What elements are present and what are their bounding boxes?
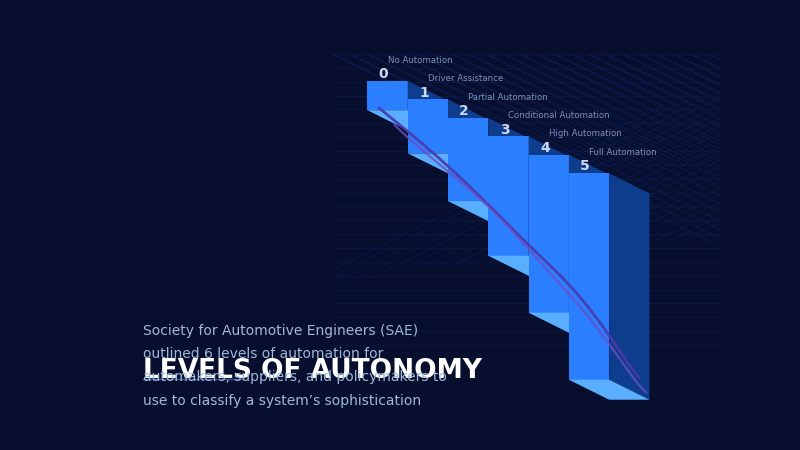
Text: High Automation: High Automation [549, 130, 622, 139]
Polygon shape [609, 173, 650, 400]
Text: Partial Automation: Partial Automation [468, 93, 548, 102]
Polygon shape [448, 201, 529, 221]
Text: Driver Assistance: Driver Assistance [428, 74, 503, 83]
Text: Conditional Automation: Conditional Automation [509, 111, 610, 120]
Text: LEVELS OF AUTONOMY: LEVELS OF AUTONOMY [142, 358, 482, 384]
Text: 1: 1 [419, 86, 429, 99]
Polygon shape [529, 155, 569, 313]
Text: 4: 4 [540, 141, 550, 155]
Polygon shape [529, 136, 569, 276]
Text: Full Automation: Full Automation [589, 148, 657, 157]
Polygon shape [488, 136, 529, 256]
Polygon shape [488, 256, 569, 276]
Polygon shape [367, 110, 448, 130]
Polygon shape [367, 81, 408, 110]
Text: Society for Automotive Engineers (SAE)
outlined 6 levels of automation for
autom: Society for Automotive Engineers (SAE) o… [142, 324, 446, 408]
Polygon shape [448, 99, 488, 173]
Text: 0: 0 [379, 67, 389, 81]
Polygon shape [488, 118, 529, 221]
Text: 5: 5 [580, 159, 590, 174]
Polygon shape [408, 81, 448, 130]
Polygon shape [569, 380, 650, 400]
Polygon shape [408, 99, 448, 153]
Text: No Automation: No Automation [387, 55, 452, 64]
Polygon shape [569, 173, 609, 380]
Polygon shape [529, 313, 609, 333]
Text: 3: 3 [500, 122, 510, 136]
Polygon shape [448, 118, 488, 201]
Polygon shape [569, 155, 609, 333]
Polygon shape [408, 153, 488, 173]
Text: 2: 2 [459, 104, 469, 118]
